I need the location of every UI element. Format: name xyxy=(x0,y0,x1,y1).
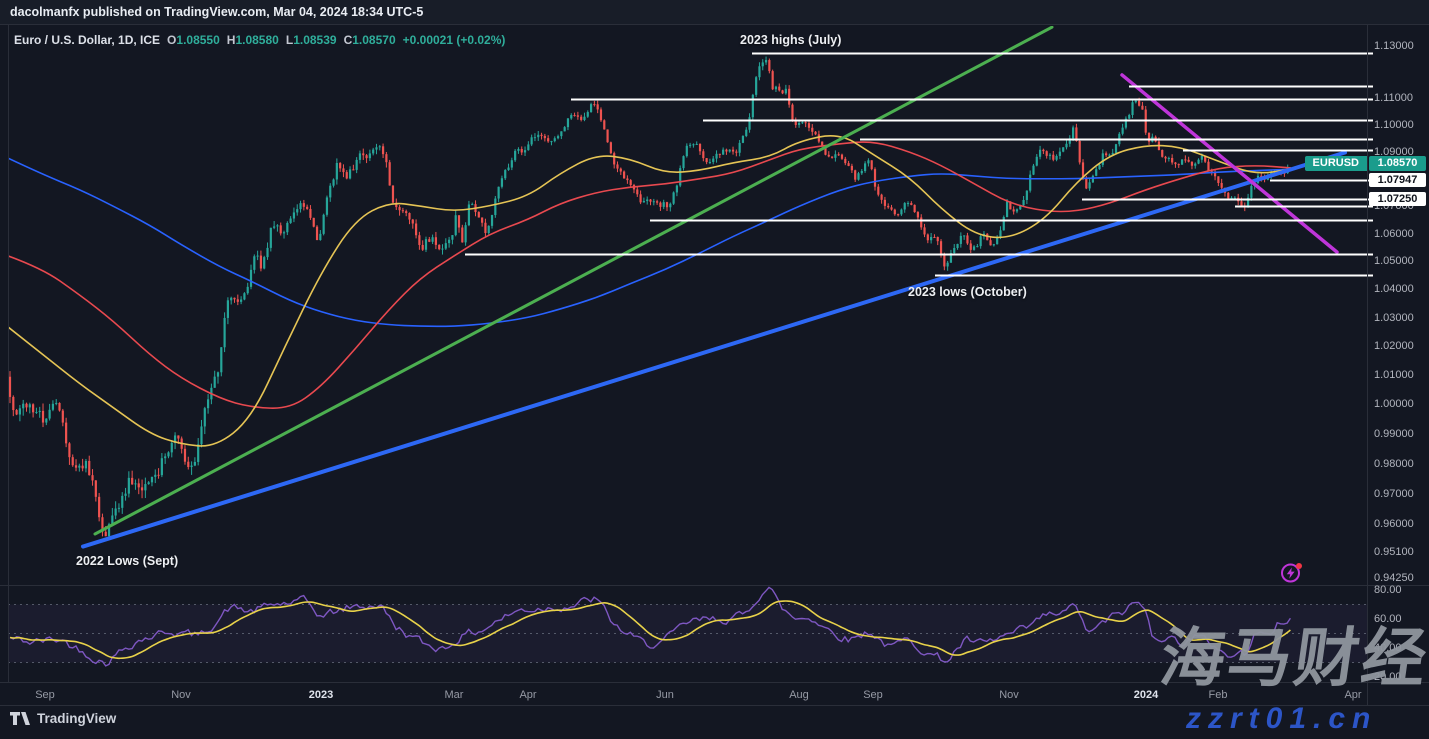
price-axis-border xyxy=(1367,25,1368,705)
rsi-axis-label: 60.00 xyxy=(1374,613,1402,625)
rsi-axis-label: 40.00 xyxy=(1374,642,1402,654)
time-axis-year-label: 2024 xyxy=(1133,689,1159,701)
time-axis-month-label: Apr xyxy=(1344,689,1362,701)
symbol-chip: EURUSD xyxy=(1304,155,1367,171)
close-value: 1.08570 xyxy=(352,33,396,47)
pane-split-border[interactable] xyxy=(0,585,1429,586)
annotation-2023-lows: 2023 lows (October) xyxy=(908,285,1027,299)
close-label: C xyxy=(343,33,353,47)
last-price-badge: 1.08570 xyxy=(1369,155,1426,171)
price-axis-label: 1.04000 xyxy=(1374,283,1414,296)
price-axis-label: 1.06000 xyxy=(1374,227,1414,240)
price-axis-label: 1.01000 xyxy=(1374,369,1414,382)
price-axis-label: 1.05000 xyxy=(1374,255,1414,268)
technicals-button[interactable] xyxy=(1279,560,1305,591)
pane-left-border xyxy=(8,25,9,682)
price-axis-label: 0.96000 xyxy=(1374,518,1414,531)
time-axis-month-label: Feb xyxy=(1208,689,1228,701)
publish-info-text: dacolmanfx published on TradingView.com,… xyxy=(10,5,424,19)
time-axis-border xyxy=(0,682,1429,683)
tradingview-logo[interactable]: TradingView xyxy=(10,711,116,726)
annotation-2023-highs: 2023 highs (July) xyxy=(740,33,842,47)
time-axis-month-label: Nov xyxy=(171,689,191,701)
time-axis-month-label: Sep xyxy=(863,689,883,701)
rsi-axis-label: 80.00 xyxy=(1374,584,1402,596)
price-axis-label: 1.09000 xyxy=(1374,145,1414,158)
price-axis-label: 0.97000 xyxy=(1374,487,1414,500)
time-axis-month-label: Jun xyxy=(656,689,674,701)
rsi-axis-label: 20.00 xyxy=(1374,671,1402,683)
publish-info-bar: dacolmanfx published on TradingView.com,… xyxy=(0,0,1429,25)
change-value: +0.00021 (+0.02%) xyxy=(402,33,506,47)
high-value: 1.08580 xyxy=(235,33,279,47)
tradingview-logo-text: TradingView xyxy=(37,711,117,726)
open-label: O xyxy=(167,33,177,47)
price-axis-label: 1.11000 xyxy=(1374,92,1413,105)
price-axis-label: 0.98000 xyxy=(1374,457,1414,470)
cjk-watermark: 海马财经 xyxy=(1155,622,1429,694)
footer-border xyxy=(0,705,1429,706)
time-axis-year-label: 2023 xyxy=(308,689,334,701)
price-axis-label: 0.94250 xyxy=(1374,572,1414,585)
time-axis-month-label: Mar xyxy=(444,689,464,701)
low-value: 1.08539 xyxy=(293,33,337,47)
price-axis-label: 1.13000 xyxy=(1374,40,1414,52)
price-axis-label: 1.03000 xyxy=(1374,311,1414,324)
url-watermark: zzrt01.cn xyxy=(1186,702,1378,735)
alert-price-badge-2: 1.07250 xyxy=(1369,192,1426,207)
low-label: L xyxy=(285,33,294,47)
alert-price-badge-1: 1.07947 xyxy=(1369,173,1426,188)
price-axis-label: 1.10000 xyxy=(1374,118,1414,131)
price-axis-label: 0.95100 xyxy=(1374,545,1414,558)
time-axis-month-label: Nov xyxy=(999,689,1019,701)
open-value: 1.08550 xyxy=(176,33,220,47)
price-axis-label: 1.02000 xyxy=(1374,340,1414,353)
time-axis-month-label: Aug xyxy=(789,689,809,701)
tradingview-mark-icon xyxy=(10,712,30,725)
lightning-circle-icon xyxy=(1281,563,1302,583)
symbol-legend: Euro / U.S. Dollar, 1D, ICE O1.08550 H1.08… xyxy=(14,33,505,47)
price-axis-label: 1.00000 xyxy=(1374,398,1414,411)
time-axis-month-label: Apr xyxy=(519,689,537,701)
time-axis-month-label: Sep xyxy=(35,689,55,701)
symbol-title: Euro / U.S. Dollar, 1D, ICE xyxy=(14,33,161,47)
price-axis-label: 0.99000 xyxy=(1374,427,1414,440)
annotation-2022-lows: 2022 Lows (Sept) xyxy=(76,554,179,568)
high-label: H xyxy=(226,33,236,47)
